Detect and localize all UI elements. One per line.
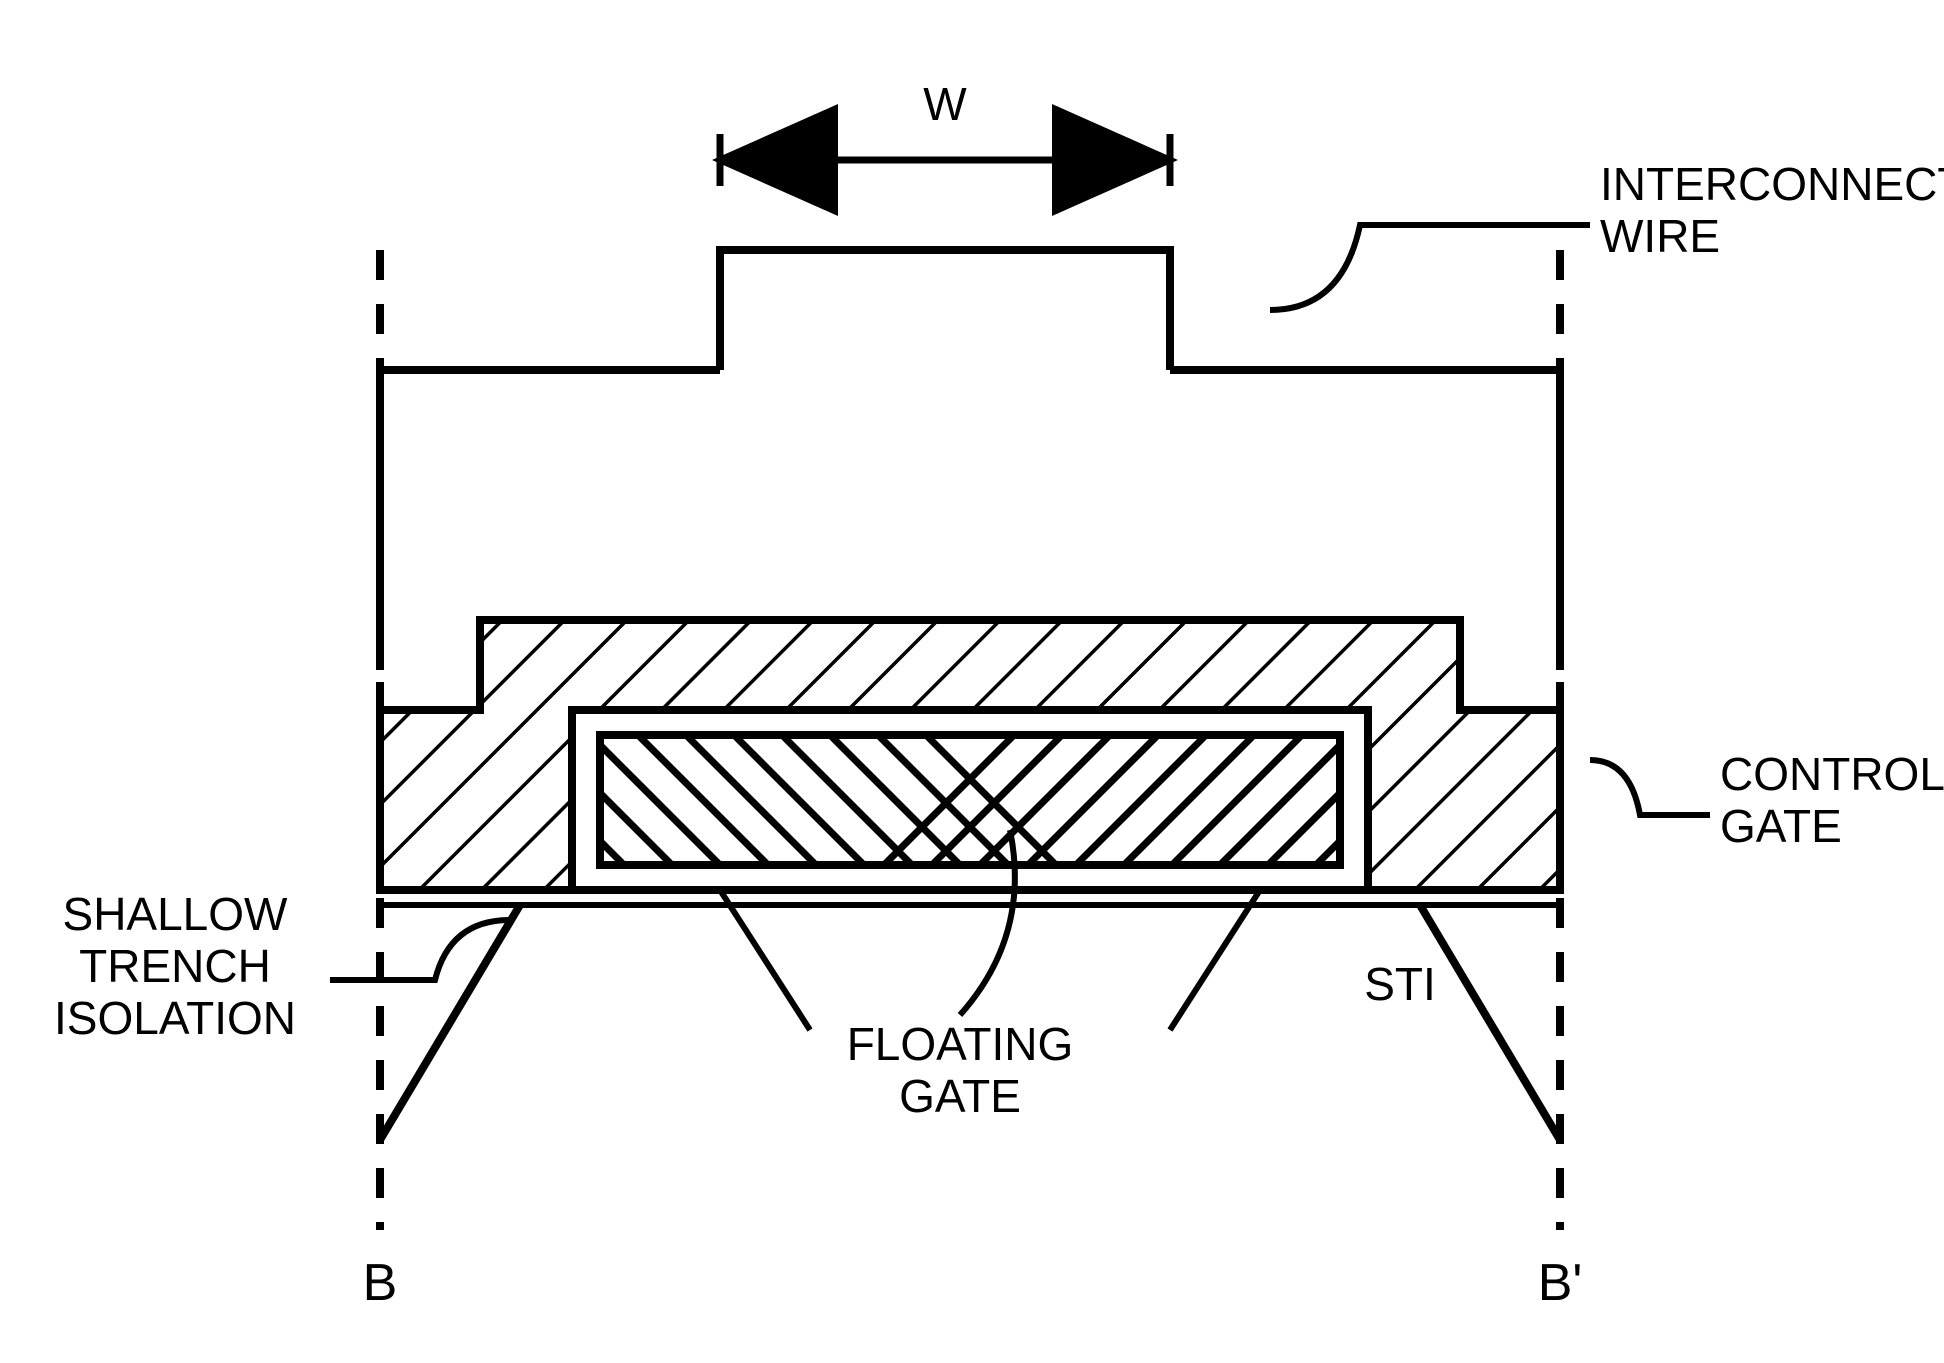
- label-control-gate-1: CONTROL: [1720, 748, 1944, 800]
- leader-sti-right: [1170, 890, 1260, 1030]
- dimension-w-label: W: [923, 78, 967, 130]
- label-sti-long-1: SHALLOW: [63, 888, 289, 940]
- label-sti-short: STI: [1364, 958, 1436, 1010]
- label-floating-gate-1: FLOATING: [847, 1018, 1074, 1070]
- leader-fg-whitegap: [720, 890, 810, 1030]
- label-sti-long-3: ISOLATION: [54, 992, 296, 1044]
- label-control-gate-2: GATE: [1720, 800, 1842, 852]
- label-sti-long-2: TRENCH: [79, 940, 271, 992]
- sti-region-right: [1420, 905, 1560, 1140]
- leader-interconnect: [1270, 225, 1590, 310]
- label-interconnect-2: WIRE: [1600, 210, 1720, 262]
- label-interconnect-1: INTERCONNECT: [1600, 158, 1944, 210]
- section-label-b: B: [363, 1254, 398, 1312]
- dimension-w: W: [720, 78, 1170, 186]
- sti-region-left: [380, 905, 520, 1140]
- diagram-canvas: W INTERCONNECT WIRE CONTROL GATE FLOATIN…: [0, 0, 1944, 1363]
- leader-control-gate: [1590, 760, 1710, 815]
- label-floating-gate-2: GATE: [899, 1070, 1021, 1122]
- interconnect-wire: [720, 250, 1170, 370]
- section-label-b-prime: B': [1538, 1254, 1583, 1312]
